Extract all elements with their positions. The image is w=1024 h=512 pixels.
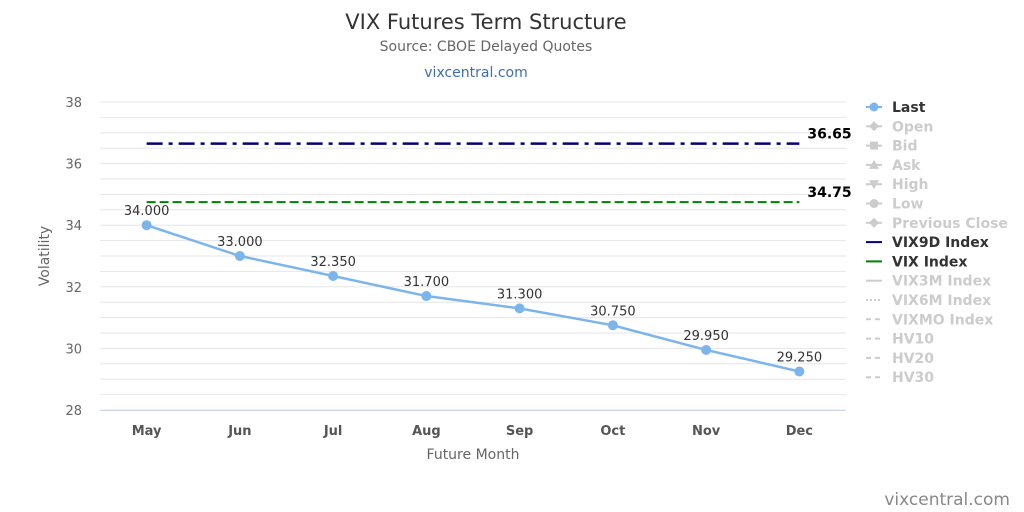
legend-circle-icon xyxy=(869,199,879,208)
legend-label: HV30 xyxy=(892,370,934,386)
chart-title: VIX Futures Term Structure xyxy=(345,10,626,34)
x-tick-label: Aug xyxy=(412,424,441,439)
x-tick-label: Dec xyxy=(786,424,813,439)
last-point[interactable] xyxy=(234,251,245,261)
chart-subtitle: Source: CBOE Delayed Quotes xyxy=(380,39,593,55)
last-point[interactable] xyxy=(141,220,152,231)
legend-label: HV10 xyxy=(892,332,934,348)
vix9d-value-label: 36.65 xyxy=(807,127,851,143)
x-tick-label: Sep xyxy=(506,424,534,439)
legend-item[interactable]: High xyxy=(866,177,929,193)
y-axis-ticks: 28 30 32 34 36 38 xyxy=(65,96,82,419)
legend-item[interactable]: VIX Index xyxy=(866,254,967,270)
legend-item[interactable]: Low xyxy=(866,197,924,213)
vixcentral-link[interactable]: vixcentral.com xyxy=(424,65,527,81)
legend-label: VIXMO Index xyxy=(892,312,993,328)
legend-item[interactable]: HV10 xyxy=(866,332,934,348)
legend-item[interactable]: VIXMO Index xyxy=(866,312,993,328)
legend-square-icon xyxy=(870,141,878,150)
legend-diamond-icon xyxy=(869,217,879,228)
legend-label: VIX Index xyxy=(892,254,967,270)
legend-item[interactable]: Previous Close xyxy=(866,216,1008,232)
last-data-label: 33.000 xyxy=(217,235,263,250)
vix-value-label: 34.75 xyxy=(807,185,851,201)
y-tick-label: 32 xyxy=(65,281,82,296)
legend-item[interactable]: Bid xyxy=(866,139,918,155)
last-point[interactable] xyxy=(328,271,339,282)
reference-lines: 36.65 34.75 xyxy=(146,127,852,204)
legend-item[interactable]: Ask xyxy=(866,158,921,174)
x-tick-label: May xyxy=(132,424,162,439)
y-tick-label: 28 xyxy=(65,404,82,419)
y-tick-label: 38 xyxy=(65,96,82,111)
legend-label: HV20 xyxy=(892,351,934,367)
x-tick-label: Jul xyxy=(323,424,343,439)
last-point[interactable] xyxy=(701,344,712,355)
legend-label: Last xyxy=(892,100,926,116)
legend-triangle-icon xyxy=(869,159,879,169)
legend-label: High xyxy=(892,177,929,193)
last-data-label: 31.300 xyxy=(497,287,543,302)
legend-item[interactable]: HV30 xyxy=(866,370,934,386)
last-data-label: 32.350 xyxy=(310,255,356,270)
legend-item[interactable]: Last xyxy=(866,100,926,116)
y-tick-label: 34 xyxy=(65,219,82,234)
last-data-label: 30.750 xyxy=(590,304,636,319)
grid-lines xyxy=(100,101,846,411)
legend[interactable]: Last Open Bid Ask High Low Previous Close VIX9D… xyxy=(866,100,1008,386)
legend-label: VIX9D Index xyxy=(892,235,989,251)
last-point[interactable] xyxy=(514,303,525,314)
legend-label: Ask xyxy=(892,158,921,174)
legend-circle-icon xyxy=(869,102,879,112)
legend-label: Open xyxy=(892,119,933,135)
last-data-label: 29.250 xyxy=(777,351,823,366)
legend-label: VIX3M Index xyxy=(892,274,991,290)
legend-item[interactable]: VIX3M Index xyxy=(866,274,991,290)
last-data-label: 34.000 xyxy=(124,204,170,219)
credit-text[interactable]: vixcentral.com xyxy=(884,490,1010,510)
legend-label: Previous Close xyxy=(892,216,1008,232)
last-series[interactable]: 34.000 33.000 32.350 31.700 31.300 30.750 29.9… xyxy=(124,204,823,377)
y-axis-title: Volatility xyxy=(37,226,53,286)
x-tick-label: Oct xyxy=(600,424,625,439)
last-point[interactable] xyxy=(794,366,805,377)
last-data-label: 29.950 xyxy=(683,329,729,344)
legend-item[interactable]: VIX6M Index xyxy=(866,293,991,309)
last-point[interactable] xyxy=(607,320,618,331)
legend-item[interactable]: VIX9D Index xyxy=(866,235,989,251)
last-series-line xyxy=(146,224,800,373)
y-tick-label: 30 xyxy=(65,342,82,357)
x-axis-title: Future Month xyxy=(427,447,520,463)
legend-item[interactable]: Open xyxy=(866,119,933,135)
x-axis-ticks: May Jun Jul Aug Sep Oct Nov Dec xyxy=(100,410,846,439)
legend-triangle-down-icon xyxy=(869,180,879,190)
last-data-label: 31.700 xyxy=(404,275,450,290)
y-tick-label: 36 xyxy=(65,158,82,173)
legend-item[interactable]: HV20 xyxy=(866,351,934,367)
legend-label: Low xyxy=(892,197,924,213)
x-tick-label: Jun xyxy=(227,424,251,439)
legend-label: Bid xyxy=(892,139,918,155)
x-tick-label: Nov xyxy=(692,424,721,439)
legend-diamond-icon xyxy=(869,121,879,132)
legend-label: VIX6M Index xyxy=(892,293,991,309)
last-point[interactable] xyxy=(421,291,432,302)
